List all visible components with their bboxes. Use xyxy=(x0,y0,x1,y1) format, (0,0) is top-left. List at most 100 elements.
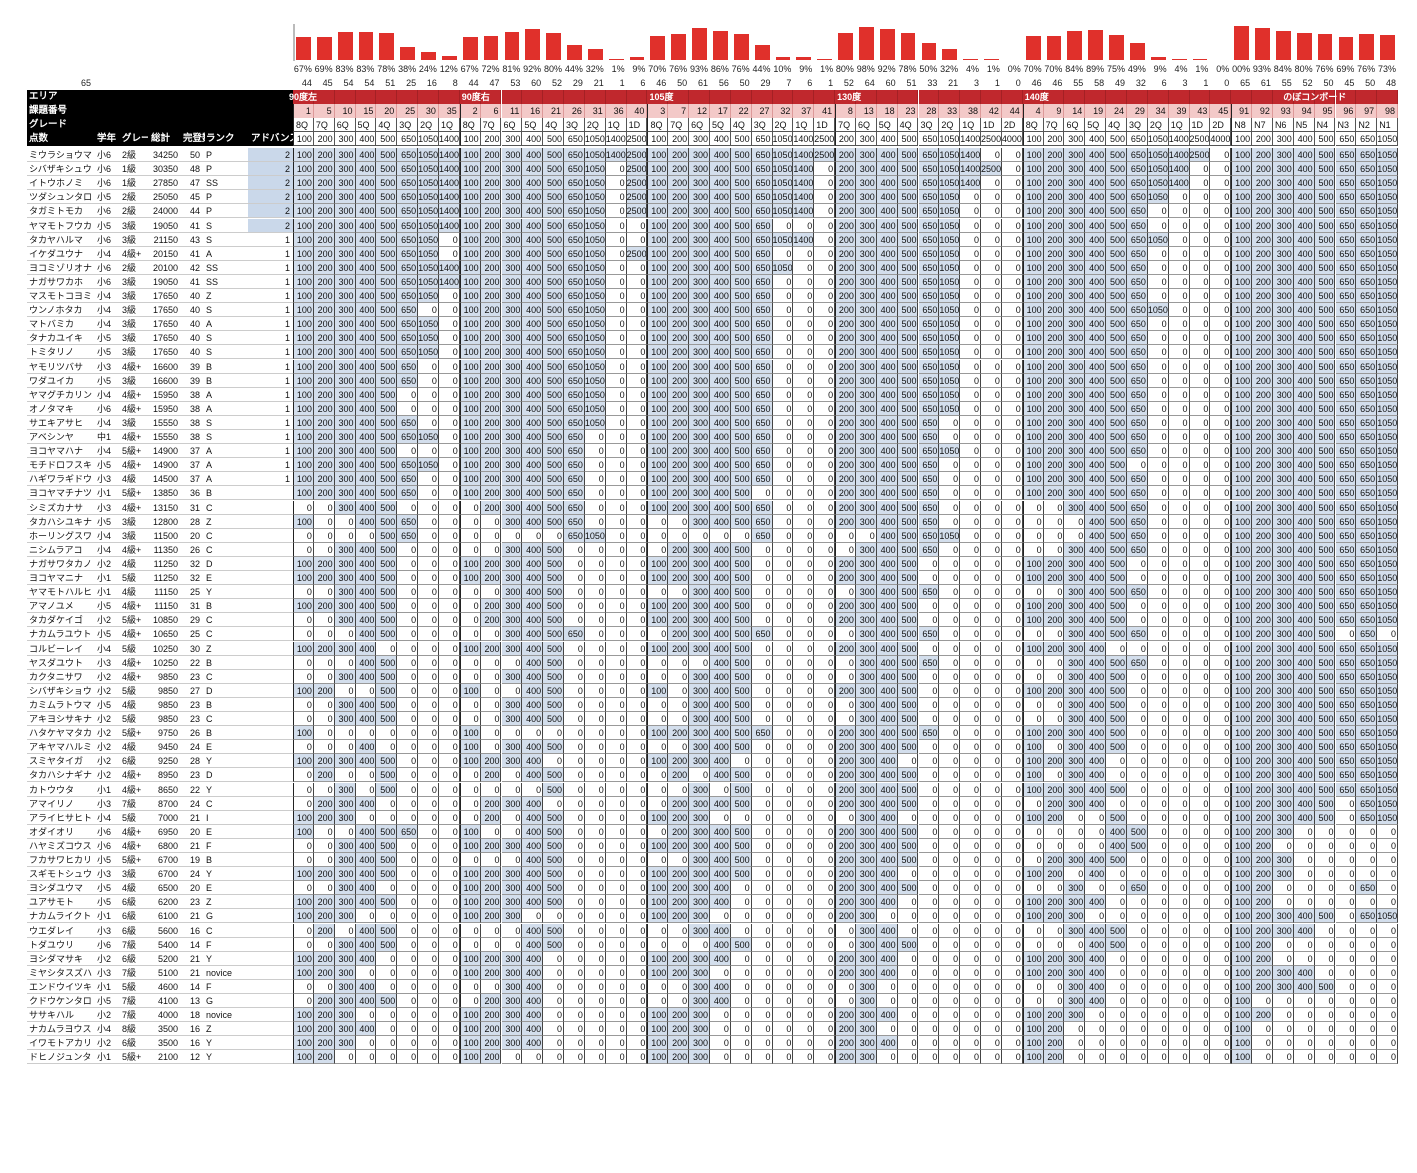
score-cell[interactable]: 0 xyxy=(293,768,314,783)
score-cell[interactable]: 0 xyxy=(313,585,335,600)
score-cell[interactable]: 0 xyxy=(605,824,627,839)
score-cell[interactable]: 400 xyxy=(522,994,544,1009)
score-cell[interactable]: 0 xyxy=(501,683,523,698)
score-cell[interactable]: 0 xyxy=(626,500,648,515)
score-cell[interactable]: 400 xyxy=(355,712,377,727)
student-grade[interactable]: 2級 xyxy=(120,204,148,219)
total-score[interactable]: 6800 xyxy=(148,839,181,853)
score-cell[interactable]: 200 xyxy=(835,895,856,910)
score-cell[interactable]: 650 xyxy=(1127,444,1148,459)
score-cell[interactable]: 400 xyxy=(1293,486,1315,501)
score-cell[interactable]: 0 xyxy=(897,923,919,938)
score-cell[interactable]: 0 xyxy=(1189,909,1211,924)
score-cell[interactable]: 200 xyxy=(668,415,690,430)
score-cell[interactable]: 0 xyxy=(1127,979,1148,994)
student-grade[interactable]: 4級 xyxy=(120,740,148,755)
problem-number[interactable]: 42 xyxy=(981,104,1002,118)
score-cell[interactable]: 0 xyxy=(1001,979,1023,994)
score-cell[interactable]: 500 xyxy=(730,542,752,557)
score-cell[interactable]: 1050 xyxy=(584,190,606,205)
score-cell[interactable]: 500 xyxy=(376,895,398,910)
score-cell[interactable]: 400 xyxy=(710,472,731,487)
score-cell[interactable]: 0 xyxy=(814,1022,836,1037)
score-cell[interactable]: 400 xyxy=(710,655,731,670)
score-cell[interactable]: 400 xyxy=(1085,218,1107,233)
score-cell[interactable]: 300 xyxy=(689,542,710,557)
problem-number[interactable]: 29 xyxy=(1127,104,1148,118)
score-cell[interactable]: 300 xyxy=(855,641,877,656)
score-cell[interactable]: 0 xyxy=(626,895,648,910)
score-cell[interactable]: 0 xyxy=(1168,965,1190,980)
score-cell[interactable]: 0 xyxy=(918,796,940,811)
score-cell[interactable]: 650 xyxy=(564,260,585,275)
score-cell[interactable]: 200 xyxy=(1252,232,1273,247)
score-cell[interactable]: 0 xyxy=(501,782,523,797)
score-cell[interactable]: 0 xyxy=(939,486,961,501)
score-cell[interactable]: 650 xyxy=(751,148,773,163)
score-cell[interactable]: 0 xyxy=(772,853,794,868)
col-header-year[interactable]: 学年 xyxy=(97,133,117,144)
score-cell[interactable]: 0 xyxy=(418,782,439,797)
score-cell[interactable]: 0 xyxy=(814,683,836,698)
score-cell[interactable]: 500 xyxy=(1314,810,1336,825)
score-cell[interactable]: 0 xyxy=(1001,909,1023,924)
score-cell[interactable]: 0 xyxy=(605,303,627,318)
score-cell[interactable]: 650 xyxy=(1335,430,1357,445)
score-cell[interactable]: 2500 xyxy=(981,162,1002,177)
score-cell[interactable]: 0 xyxy=(1189,838,1211,853)
score-cell[interactable]: 0 xyxy=(1210,331,1232,346)
student-grade[interactable]: 3級 xyxy=(120,289,148,304)
score-cell[interactable]: 0 xyxy=(397,853,419,868)
student-name[interactable]: ミウラショウマ xyxy=(27,148,95,163)
score-cell[interactable]: 1050 xyxy=(418,176,439,191)
score-cell[interactable]: 0 xyxy=(626,951,648,966)
score-cell[interactable]: 300 xyxy=(1272,472,1294,487)
score-cell[interactable]: 0 xyxy=(438,571,460,586)
score-cell[interactable]: 0 xyxy=(918,810,940,825)
score-cell[interactable]: 0 xyxy=(1335,1022,1357,1037)
score-cell[interactable]: 0 xyxy=(1168,726,1190,741)
score-cell[interactable]: 200 xyxy=(1043,486,1065,501)
score-cell[interactable]: 0 xyxy=(1106,1036,1127,1051)
score-cell[interactable]: 500 xyxy=(1106,655,1127,670)
student-grade[interactable]: 4級 xyxy=(120,557,148,571)
score-cell[interactable]: 0 xyxy=(1168,979,1190,994)
score-cell[interactable]: 0 xyxy=(584,514,606,529)
school-year[interactable]: 小5 xyxy=(95,345,120,360)
score-cell[interactable]: 0 xyxy=(981,430,1002,445)
score-cell[interactable]: 0 xyxy=(1022,796,1044,811)
score-cell[interactable]: 0 xyxy=(564,838,585,853)
score-cell[interactable]: 0 xyxy=(605,585,627,600)
score-cell[interactable]: 650 xyxy=(918,218,940,233)
score-cell[interactable]: 0 xyxy=(1377,951,1399,966)
score-cell[interactable]: 0 xyxy=(793,472,815,487)
score-cell[interactable]: 200 xyxy=(835,458,856,473)
score-cell[interactable]: 1050 xyxy=(418,162,439,177)
score-cell[interactable]: 0 xyxy=(1210,937,1232,952)
score-cell[interactable]: 0 xyxy=(1210,415,1232,430)
score-cell[interactable]: 200 xyxy=(835,556,856,571)
score-cell[interactable]: 650 xyxy=(397,218,419,233)
score-cell[interactable]: 650 xyxy=(1335,726,1357,741)
score-cell[interactable]: 0 xyxy=(793,881,815,896)
score-cell[interactable]: 300 xyxy=(334,881,356,896)
score-cell[interactable]: 0 xyxy=(1210,853,1232,868)
score-cell[interactable]: 100 xyxy=(293,373,314,388)
score-cell[interactable]: 400 xyxy=(876,218,898,233)
score-cell[interactable]: 0 xyxy=(293,712,314,727)
score-cell[interactable]: 100 xyxy=(1231,754,1253,769)
score-cell[interactable]: 650 xyxy=(751,345,773,360)
score-cell[interactable]: 0 xyxy=(939,669,961,684)
score-cell[interactable]: 0 xyxy=(480,542,502,557)
score-cell[interactable]: 0 xyxy=(1001,599,1023,614)
score-cell[interactable]: 0 xyxy=(1043,979,1065,994)
score-cell[interactable]: 100 xyxy=(1022,1008,1044,1023)
score-cell[interactable]: 100 xyxy=(647,810,669,825)
score-cell[interactable]: 200 xyxy=(835,853,856,868)
rank[interactable]: C xyxy=(203,529,248,543)
score-cell[interactable]: 300 xyxy=(334,669,356,684)
total-score[interactable]: 17650 xyxy=(148,303,181,318)
score-cell[interactable]: 300 xyxy=(334,599,356,614)
score-cell[interactable]: 500 xyxy=(543,655,565,670)
score-cell[interactable]: 650 xyxy=(1127,627,1148,642)
